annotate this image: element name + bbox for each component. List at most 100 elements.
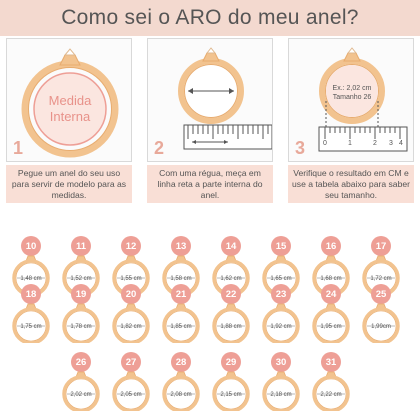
ring-size-item: 27 2,05 cm xyxy=(106,352,156,412)
ring-size-measure: 1,68 cm xyxy=(320,276,342,282)
ring-size-badge: 13 xyxy=(171,236,191,256)
ring-icon xyxy=(12,303,50,343)
step-1-panel: Medida Interna 1 xyxy=(6,38,132,162)
ruler-label-4: 4 xyxy=(399,140,403,147)
ring-size-badge: 19 xyxy=(71,284,91,304)
ring-size-badge: 31 xyxy=(321,352,341,372)
step-number: 3 xyxy=(295,138,306,158)
step-caption: Verifique o resultado em CM e use a tabe… xyxy=(288,165,414,203)
ring-icon xyxy=(212,371,250,411)
ring-size-badge: 20 xyxy=(121,284,141,304)
ring-icon xyxy=(162,371,200,411)
ring-size-badge: 21 xyxy=(171,284,191,304)
ring-size-measure: 2,15 cm xyxy=(220,392,242,398)
ring-size-measure: 1,62 cm xyxy=(220,276,242,282)
title-bar: Como sei o ARO do meu anel? xyxy=(0,0,420,36)
ring-icon xyxy=(312,255,350,295)
ring-size-badge: 23 xyxy=(271,284,291,304)
step-1: Medida Interna 1 Pegue um anel do seu us… xyxy=(6,38,132,203)
ring-icon xyxy=(112,371,150,411)
ring-size-item: 23 1,92 cm xyxy=(256,284,306,344)
ring-size-item: 29 2,15 cm xyxy=(206,352,256,412)
ring-size-measure: 2,08 cm xyxy=(170,392,192,398)
ring-size-item: 28 2,08 cm xyxy=(156,352,206,412)
ring-size-measure: 1,92 cm xyxy=(270,324,292,330)
ring-size-measure: 2,02 cm xyxy=(70,392,92,398)
ring-size-measure: 1,65 cm xyxy=(270,276,292,282)
ring-size-measure: 1,82 cm xyxy=(120,324,142,330)
ring-icon xyxy=(262,303,300,343)
ring-size-item: 24 1,95 cm xyxy=(306,284,356,344)
ring-size-badge: 22 xyxy=(221,284,241,304)
ring-size-badge: 10 xyxy=(21,236,41,256)
ring-size-badge: 12 xyxy=(121,236,141,256)
ring-icon xyxy=(362,303,400,343)
ring-size-measure: 1,78 cm xyxy=(70,324,92,330)
ring-size-item: 18 1,75 cm xyxy=(6,284,56,344)
ring-size-item: 30 2,18 cm xyxy=(256,352,306,412)
ring-size-measure: 1,72 cm xyxy=(370,276,392,282)
step-number: 2 xyxy=(154,138,165,158)
ring-size-measure: 1,88 cm xyxy=(220,324,242,330)
ring-icon xyxy=(62,303,100,343)
ring-size-measure: 1,95 cm xyxy=(320,324,342,330)
example-label: Ex.: 2,02 cm Tamanho 26 xyxy=(332,85,372,101)
ring-size-item: 21 1,85 cm xyxy=(156,284,206,344)
ring-size-measure: 1,75 cm xyxy=(20,324,42,330)
ring-size-measure: 2,22 cm xyxy=(320,392,342,398)
ring-size-item: 22 1,88 cm xyxy=(206,284,256,344)
ring-icon xyxy=(212,303,250,343)
ring-size-measure: 1,55 cm xyxy=(120,276,142,282)
ring-size-item: 19 1,78 cm xyxy=(56,284,106,344)
ruler-labels: 0 1 2 3 4 xyxy=(319,140,407,150)
step-3-panel: Ex.: 2,02 cm Tamanho 26 0 1 2 3 4 3 xyxy=(288,38,414,162)
step-3: Ex.: 2,02 cm Tamanho 26 0 1 2 3 4 3 Veri… xyxy=(288,38,414,203)
step-2-panel: 2 xyxy=(147,38,273,162)
ring-size-badge: 17 xyxy=(371,236,391,256)
ring-size-measure: 1,58 cm xyxy=(170,276,192,282)
step-caption: Pegue um anel do seu uso para servir de … xyxy=(6,165,132,203)
ring-icon xyxy=(312,303,350,343)
ring-size-badge: 24 xyxy=(321,284,341,304)
ring-size-badge: 16 xyxy=(321,236,341,256)
ring-size-item: 31 2,22 cm xyxy=(306,352,356,412)
result-illustration xyxy=(318,47,408,152)
inner-measure-label: Medida Interna xyxy=(48,93,92,124)
ring-size-badge: 11 xyxy=(71,236,91,256)
ring-size-measure: 2,18 cm xyxy=(270,392,292,398)
ring-size-item: 26 2,02 cm xyxy=(56,352,106,412)
ruler-illustration xyxy=(178,47,272,150)
ruler-label-0: 0 xyxy=(323,140,327,147)
ring-size-measure: 1,99cm xyxy=(371,324,391,330)
ring-icon xyxy=(312,371,350,411)
ruler-label-1: 1 xyxy=(348,140,352,147)
step-number: 1 xyxy=(13,138,24,158)
ring-icon xyxy=(112,303,150,343)
ring-size-badge: 26 xyxy=(71,352,91,372)
ring-size-item: 15 1,65 cm xyxy=(256,236,306,296)
page-title: Como sei o ARO do meu anel? xyxy=(61,6,359,29)
ring-icon xyxy=(262,371,300,411)
step-2: 2 Com uma régua, meça em linha reta a pa… xyxy=(147,38,273,203)
ring-size-badge: 25 xyxy=(371,284,391,304)
ring-size-measure: 1,52 cm xyxy=(70,276,92,282)
ring-icon xyxy=(162,303,200,343)
ruler-label-3: 3 xyxy=(389,140,393,147)
ring-size-item: 16 1,68 cm xyxy=(306,236,356,296)
ring-size-badge: 15 xyxy=(271,236,291,256)
ring-size-measure: 2,05 cm xyxy=(120,392,142,398)
ring-size-badge: 27 xyxy=(121,352,141,372)
ring-size-badge: 30 xyxy=(271,352,291,372)
ring-size-badge: 18 xyxy=(21,284,41,304)
ring-size-badge: 28 xyxy=(171,352,191,372)
ring-size-measure: 1,48 cm xyxy=(20,276,42,282)
ring-size-badge: 14 xyxy=(221,236,241,256)
ring-icon xyxy=(62,371,100,411)
ruler-label-2: 2 xyxy=(373,140,377,147)
ring-size-measure: 1,85 cm xyxy=(170,324,192,330)
ring-size-item: 20 1,82 cm xyxy=(106,284,156,344)
step-caption: Com uma régua, meça em linha reta a part… xyxy=(147,165,273,203)
ring-illustration xyxy=(21,48,119,158)
ring-size-item: 25 1,99cm xyxy=(356,284,406,344)
ring-size-badge: 29 xyxy=(221,352,241,372)
